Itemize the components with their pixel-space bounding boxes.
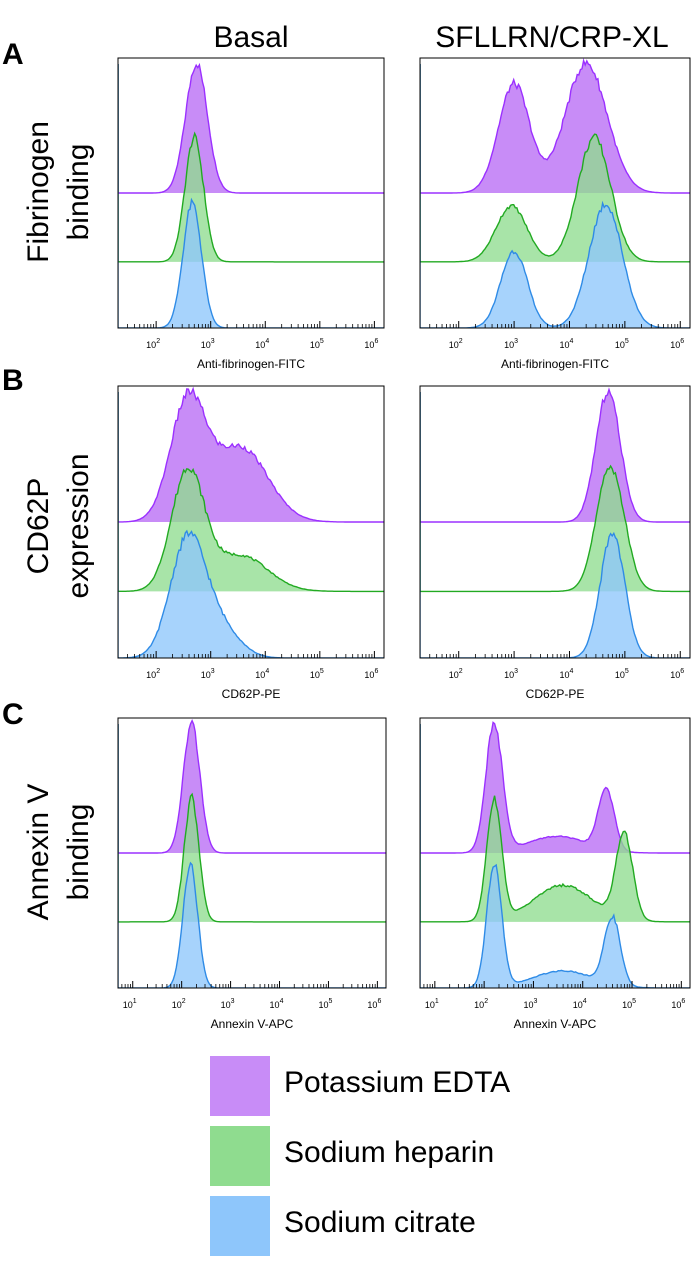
flow-cytometry-figure: Basal SFLLRN/CRP-XL A B C Fibrinogen bin… bbox=[2, 21, 691, 1031]
histogram-fill-potassium-edta bbox=[118, 64, 384, 194]
panel-letter-a: A bbox=[2, 38, 24, 71]
legend-label-sodium-heparin: Sodium heparin bbox=[284, 1136, 495, 1169]
panel-a-basal: 102 103 104 105 106 Anti-fibrinogen-FITC bbox=[117, 57, 385, 371]
panel-a-sfllrn-crp-xl: 102 103 104 105 106 Anti-fibrinogen-FITC bbox=[419, 57, 691, 371]
x-tick-label: 106 bbox=[670, 338, 684, 350]
x-tick-label: 104 bbox=[255, 668, 269, 680]
plot-frame bbox=[117, 717, 387, 989]
column-title-stimulated: SFLLRN/CRP-XL bbox=[435, 21, 668, 54]
x-tick-label: 103 bbox=[523, 998, 537, 1010]
x-tick-label: 106 bbox=[364, 338, 378, 350]
histogram-fill-sodium-citrate bbox=[420, 203, 690, 328]
x-tick-label: 102 bbox=[146, 338, 160, 350]
x-tick-label: 103 bbox=[504, 668, 518, 680]
x-axis-label: CD62P-PE bbox=[222, 687, 281, 701]
row-label-b: CD62P expression bbox=[22, 453, 95, 598]
x-tick-label: 105 bbox=[615, 338, 629, 350]
row-label-b-line2: expression bbox=[62, 453, 95, 598]
histogram-fill-sodium-heparin bbox=[420, 466, 690, 592]
column-title-basal: Basal bbox=[213, 21, 288, 54]
row-label-c-line2: binding bbox=[62, 804, 95, 901]
row-label-a-line1: Fibrinogen bbox=[22, 121, 55, 263]
x-tick-label: 105 bbox=[318, 998, 332, 1010]
row-label-a-line2: binding bbox=[62, 144, 95, 241]
x-tick-label: 103 bbox=[221, 998, 235, 1010]
legend-swatch-potassium-edta bbox=[210, 1056, 270, 1116]
plot-frame bbox=[419, 717, 691, 989]
x-tick-label: 104 bbox=[560, 338, 574, 350]
x-axis-label: Anti-fibrinogen-FITC bbox=[501, 357, 609, 371]
histogram-fill-potassium-edta bbox=[118, 720, 386, 853]
x-tick-label: 103 bbox=[504, 338, 518, 350]
plot-frame bbox=[117, 385, 385, 659]
x-tick-label: 103 bbox=[201, 668, 215, 680]
histogram-fill-potassium-edta bbox=[420, 389, 690, 522]
histogram-line-potassium-edta bbox=[118, 386, 384, 523]
histogram-line-potassium-edta bbox=[420, 721, 690, 854]
legend-swatch-sodium-citrate bbox=[210, 1196, 270, 1256]
histogram-fill-potassium-edta bbox=[420, 722, 690, 853]
histogram-line-sodium-heparin bbox=[118, 64, 384, 263]
x-tick-label: 104 bbox=[270, 998, 284, 1010]
x-tick-label: 102 bbox=[172, 998, 186, 1010]
x-tick-label: 102 bbox=[146, 668, 160, 680]
histogram-line-sodium-heparin bbox=[420, 64, 690, 263]
panel-letter-c: C bbox=[2, 698, 24, 731]
x-axis-label: Annexin V-APC bbox=[211, 1017, 294, 1031]
x-tick-label: 106 bbox=[367, 998, 381, 1010]
histogram-line-sodium-heparin bbox=[118, 392, 384, 593]
x-tick-label: 104 bbox=[573, 998, 587, 1010]
plot-frame bbox=[419, 57, 691, 329]
panel-c-basal: 101 102 103 104 105 106 Annexin V-APC bbox=[117, 717, 387, 1031]
panel-letter-b: B bbox=[2, 364, 24, 397]
panel-c-sfllrn-crp-xl: 101 102 103 104 105 106 Annexin V-APC bbox=[419, 717, 691, 1031]
row-label-a: Fibrinogen binding bbox=[22, 121, 95, 263]
x-tick-label: 103 bbox=[201, 338, 215, 350]
histogram-line-potassium-edta bbox=[118, 62, 384, 194]
row-label-c: Annexin V binding bbox=[22, 784, 95, 921]
x-tick-label: 102 bbox=[449, 338, 463, 350]
row-label-b-line1: CD62P bbox=[22, 478, 55, 575]
row-label-c-line1: Annexin V bbox=[22, 784, 55, 921]
x-tick-label: 101 bbox=[425, 998, 439, 1010]
x-tick-label: 106 bbox=[671, 998, 685, 1010]
x-tick-label: 104 bbox=[560, 668, 574, 680]
histogram-line-sodium-heparin bbox=[420, 724, 690, 923]
x-tick-label: 102 bbox=[474, 998, 488, 1010]
x-tick-label: 105 bbox=[310, 668, 324, 680]
x-tick-label: 106 bbox=[364, 668, 378, 680]
histogram-line-potassium-edta bbox=[420, 58, 690, 194]
histogram-line-sodium-citrate bbox=[118, 392, 384, 658]
histogram-fill-sodium-heparin bbox=[420, 795, 690, 922]
x-tick-label: 105 bbox=[622, 998, 636, 1010]
histogram-line-sodium-heparin bbox=[420, 392, 690, 593]
histogram-line-potassium-edta bbox=[118, 719, 386, 854]
histogram-fill-potassium-edta bbox=[420, 60, 690, 193]
histogram-fill-sodium-heparin bbox=[118, 133, 384, 262]
histogram-line-sodium-heparin bbox=[118, 724, 386, 923]
panel-b-sfllrn-crp-xl: 102 103 104 105 106 CD62P-PE bbox=[419, 385, 691, 701]
x-tick-label: 105 bbox=[615, 668, 629, 680]
histogram-fill-sodium-citrate bbox=[118, 531, 384, 658]
plot-frame bbox=[117, 57, 385, 329]
x-tick-label: 102 bbox=[449, 668, 463, 680]
x-tick-label: 104 bbox=[255, 338, 269, 350]
x-tick-label: 101 bbox=[123, 998, 137, 1010]
legend-swatch-sodium-heparin bbox=[210, 1126, 270, 1186]
histogram-line-potassium-edta bbox=[420, 387, 690, 523]
histogram-line-sodium-citrate bbox=[420, 392, 690, 658]
histogram-fill-sodium-citrate bbox=[118, 199, 384, 328]
histogram-fill-sodium-citrate bbox=[420, 533, 690, 658]
x-axis-label: CD62P-PE bbox=[526, 687, 585, 701]
x-tick-label: 105 bbox=[310, 338, 324, 350]
panel-b-basal: 102 103 104 105 106 CD62P-PE bbox=[117, 385, 385, 701]
x-axis-label: Annexin V-APC bbox=[514, 1017, 597, 1031]
x-axis-label: Anti-fibrinogen-FITC bbox=[197, 357, 305, 371]
legend-label-potassium-edta: Potassium EDTA bbox=[284, 1066, 511, 1099]
x-tick-label: 106 bbox=[670, 668, 684, 680]
legend-label-sodium-citrate: Sodium citrate bbox=[284, 1206, 476, 1239]
plot-frame bbox=[419, 385, 691, 659]
